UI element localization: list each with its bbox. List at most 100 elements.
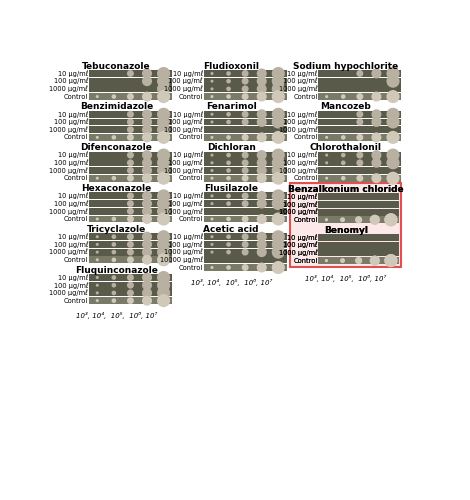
Bar (89, 282, 172, 288)
Bar (290, 183, 401, 267)
Circle shape (157, 156, 170, 170)
Bar (89, 248, 172, 256)
Circle shape (96, 95, 99, 98)
Circle shape (127, 111, 134, 117)
Text: 1000 μg/mℓ: 1000 μg/mℓ (49, 86, 88, 92)
Circle shape (371, 68, 382, 78)
Circle shape (242, 70, 249, 77)
Circle shape (157, 286, 170, 300)
Circle shape (386, 74, 400, 88)
Text: 10 μg/mℓ: 10 μg/mℓ (172, 70, 203, 77)
Text: 1000 μg/mℓ: 1000 μg/mℓ (49, 249, 88, 256)
Bar (318, 208, 399, 216)
Circle shape (127, 216, 134, 222)
Text: Control: Control (179, 175, 203, 181)
Circle shape (356, 118, 363, 126)
Circle shape (340, 218, 345, 222)
Bar (89, 174, 172, 182)
Circle shape (127, 248, 134, 256)
Bar (204, 93, 287, 100)
Bar (318, 152, 401, 158)
Circle shape (257, 198, 267, 208)
Text: Acetic acid: Acetic acid (204, 225, 259, 234)
Circle shape (355, 257, 362, 264)
Bar (204, 192, 287, 200)
Circle shape (242, 93, 249, 100)
Circle shape (142, 247, 152, 257)
Circle shape (96, 136, 99, 139)
Circle shape (226, 86, 231, 91)
Text: 10 μg/mℓ: 10 μg/mℓ (287, 234, 318, 241)
Text: 1000 μg/mℓ: 1000 μg/mℓ (279, 126, 318, 133)
Circle shape (157, 148, 170, 162)
Bar (318, 167, 401, 174)
Text: Control: Control (293, 217, 318, 223)
Circle shape (325, 259, 328, 262)
Circle shape (142, 117, 152, 127)
Text: 100 μg/mℓ: 100 μg/mℓ (168, 241, 203, 248)
Circle shape (96, 176, 99, 180)
Circle shape (384, 254, 398, 267)
Circle shape (157, 90, 170, 103)
Circle shape (242, 241, 249, 248)
Circle shape (211, 95, 213, 98)
Circle shape (96, 243, 99, 246)
Bar (204, 134, 287, 141)
Circle shape (356, 160, 363, 166)
Circle shape (142, 232, 152, 241)
Bar (318, 257, 399, 264)
Circle shape (356, 152, 363, 158)
Text: Control: Control (179, 94, 203, 100)
Bar (89, 126, 172, 133)
Circle shape (371, 132, 382, 142)
Circle shape (127, 167, 134, 174)
Circle shape (272, 67, 285, 80)
Bar (318, 234, 399, 241)
Circle shape (384, 213, 398, 226)
Circle shape (211, 154, 213, 156)
Text: 1000 μg/mℓ: 1000 μg/mℓ (49, 126, 88, 133)
Circle shape (211, 162, 213, 164)
Bar (318, 86, 401, 92)
Circle shape (142, 173, 152, 183)
Circle shape (157, 172, 170, 184)
Circle shape (257, 68, 267, 78)
Circle shape (96, 292, 99, 294)
Circle shape (226, 234, 231, 239)
Text: 10 μg/mℓ: 10 μg/mℓ (58, 152, 88, 158)
Circle shape (257, 240, 267, 250)
Circle shape (257, 117, 267, 127)
Circle shape (257, 173, 267, 183)
Circle shape (370, 215, 380, 225)
Text: 1000 μg/mℓ: 1000 μg/mℓ (164, 126, 203, 133)
Text: Control: Control (293, 258, 318, 264)
Circle shape (142, 191, 152, 201)
Bar (204, 86, 287, 92)
Text: 10 μg/mℓ: 10 μg/mℓ (172, 234, 203, 240)
Circle shape (111, 216, 116, 222)
Text: 100 μg/mℓ: 100 μg/mℓ (54, 200, 88, 207)
Bar (204, 70, 287, 77)
Circle shape (242, 167, 249, 174)
Circle shape (272, 246, 285, 258)
Circle shape (272, 172, 285, 184)
Circle shape (142, 206, 152, 216)
Circle shape (211, 80, 213, 82)
Bar (89, 274, 172, 281)
Circle shape (211, 72, 213, 75)
Circle shape (340, 258, 345, 263)
Circle shape (157, 197, 170, 210)
Circle shape (127, 297, 134, 304)
Bar (89, 160, 172, 166)
Text: 10 μg/mℓ: 10 μg/mℓ (58, 274, 88, 281)
Circle shape (96, 218, 99, 220)
Circle shape (272, 108, 285, 121)
Circle shape (111, 135, 116, 140)
Bar (89, 200, 172, 207)
Text: 100 μg/mℓ: 100 μg/mℓ (54, 241, 88, 248)
Circle shape (325, 154, 328, 156)
Circle shape (226, 160, 231, 165)
Bar (89, 167, 172, 174)
Text: 100 μg/mℓ: 100 μg/mℓ (283, 242, 318, 248)
Text: Fluquinconazole: Fluquinconazole (75, 266, 158, 274)
